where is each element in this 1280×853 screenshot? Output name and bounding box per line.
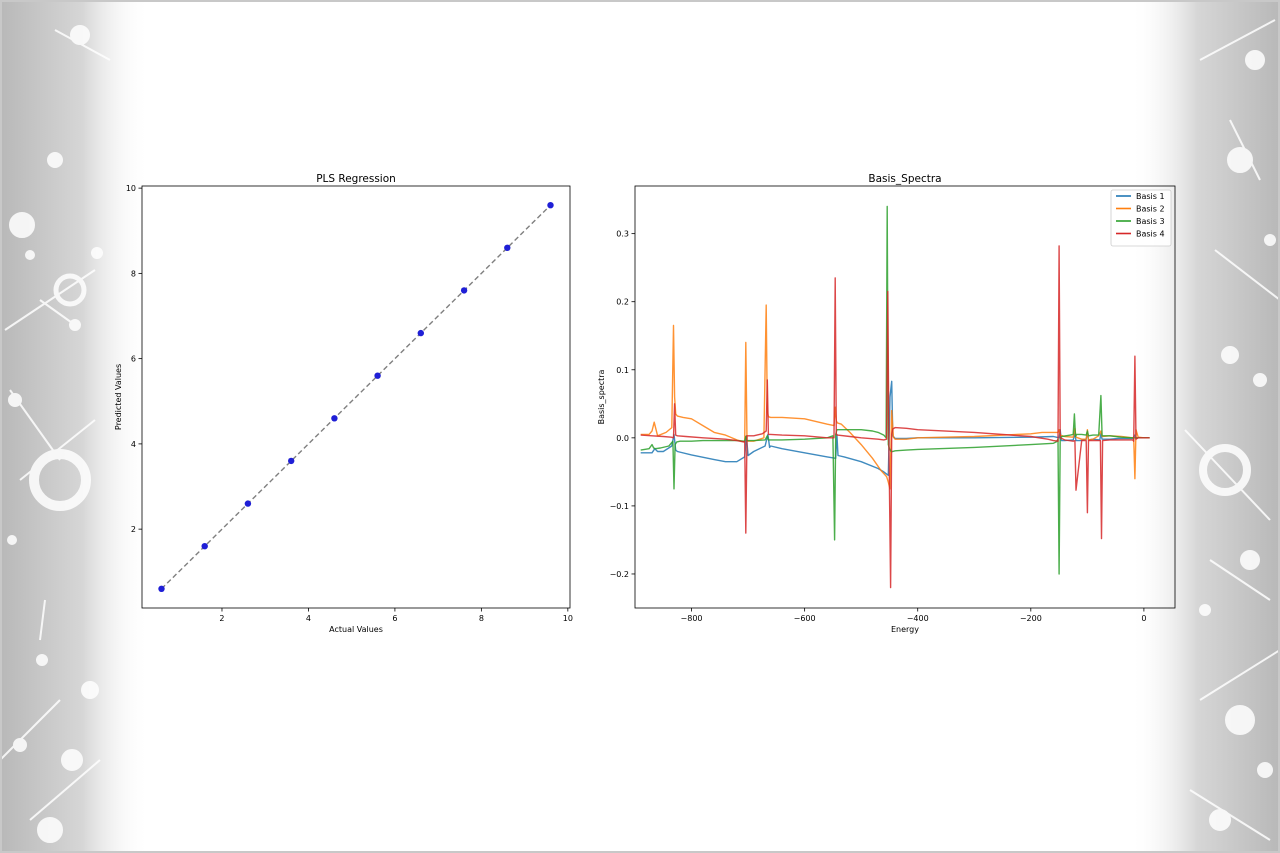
data-point (244, 500, 252, 507)
y-tick-label: −0.1 (610, 502, 629, 511)
data-point (374, 372, 381, 379)
x-tick-label: −200 (1020, 614, 1042, 623)
basis-spectra-chart: Basis_Spectra Energy Basis_spectra −800 −… (597, 173, 1176, 634)
data-point (158, 585, 165, 592)
y-tick-label: −0.2 (610, 570, 629, 579)
y-tick-label: 6 (131, 355, 136, 364)
x-tick-label: 0 (1141, 614, 1146, 623)
x-tick-label: 2 (219, 614, 224, 623)
x-tick-label: −600 (794, 614, 816, 623)
legend-label: Basis 2 (1136, 205, 1165, 214)
y-tick-label: 0.0 (616, 434, 629, 443)
y-tick-label: 2 (131, 525, 136, 534)
y-axis-label: Basis_spectra (597, 369, 606, 424)
x-tick-label: −800 (681, 614, 703, 623)
chart-title: PLS Regression (316, 173, 396, 185)
plot-area (640, 205, 1150, 589)
data-point (331, 415, 338, 422)
axes-frame (141, 185, 571, 609)
series-line (640, 205, 1150, 575)
pls-regression-chart: PLS Regression Actual Values Predicted V… (114, 173, 573, 634)
y-tick-label: 10 (126, 184, 136, 193)
data-point (201, 543, 208, 550)
y-tick-label: 4 (131, 440, 136, 449)
x-tick-label: 8 (479, 614, 484, 623)
x-axis-label: Actual Values (329, 625, 383, 634)
right-border-gradient (1130, 0, 1280, 853)
legend-label: Basis 1 (1136, 192, 1165, 201)
x-tick-label: 4 (306, 614, 311, 623)
series-line (640, 304, 1150, 490)
data-point (547, 202, 554, 209)
data-point (417, 329, 424, 337)
x-tick-label: −400 (907, 614, 929, 623)
data-point (460, 287, 468, 294)
x-tick-label: 10 (563, 614, 573, 623)
chart-title: Basis_Spectra (868, 173, 941, 185)
legend-label: Basis 4 (1136, 230, 1165, 239)
y-tick-label: 0.2 (616, 298, 629, 307)
legend: Basis 1 Basis 2 Basis 3 Basis 4 (1110, 189, 1172, 247)
x-axis-label: Energy (891, 625, 919, 634)
y-tick-label: 8 (131, 269, 136, 278)
fit-line (161, 204, 551, 590)
plot-area (158, 202, 554, 592)
left-border-gradient (0, 0, 150, 853)
data-point (504, 244, 511, 251)
molecule-splatter-left-icon (0, 25, 111, 843)
data-point (288, 457, 295, 465)
series-line (640, 245, 1150, 589)
molecule-splatter-right-icon (1184, 19, 1280, 841)
axes-frame (634, 185, 1176, 609)
y-tick-label: 0.3 (616, 230, 629, 239)
legend-label: Basis 3 (1136, 217, 1165, 226)
y-tick-label: 0.1 (616, 366, 629, 375)
y-axis-label: Predicted Values (114, 364, 123, 430)
legend-box (1110, 189, 1172, 247)
x-tick-label: 6 (392, 614, 397, 623)
